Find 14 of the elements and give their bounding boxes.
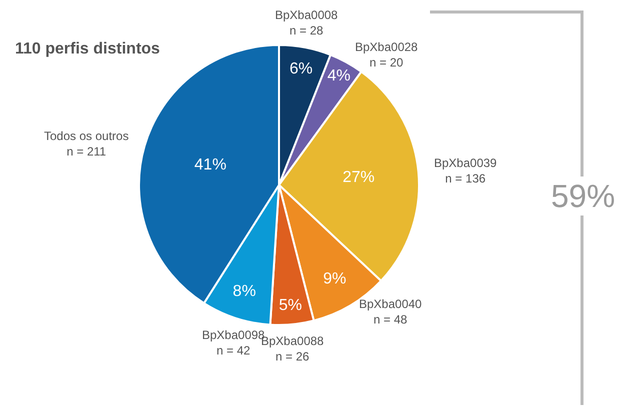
data-label: 41% [194, 156, 226, 174]
text: 59% [551, 178, 616, 214]
data-label: 5% [278, 297, 302, 314]
data-label: 6% [290, 60, 313, 78]
slice-label: BpXba0040 n = 48 [359, 297, 422, 327]
slice-label: BpXba0008 n = 28 [275, 8, 338, 38]
text: 110 perfis distintos [15, 40, 160, 58]
slice-label: BpXba0028 n = 20 [355, 40, 418, 70]
slice-label: BpXba0039 n = 136 [434, 156, 498, 186]
data-label: 9% [323, 270, 346, 288]
data-label: 27% [342, 168, 375, 186]
data-label: 8% [232, 283, 256, 300]
slice-label: Todos os outros n = 211 [44, 129, 129, 159]
data-label: 4% [327, 67, 350, 84]
